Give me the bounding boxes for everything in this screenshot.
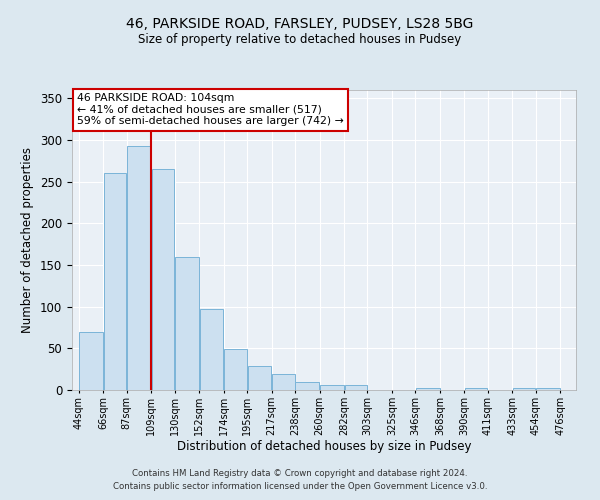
Bar: [127, 146, 151, 390]
Bar: [175, 256, 199, 390]
Bar: [295, 382, 319, 390]
X-axis label: Distribution of detached houses by size in Pudsey: Distribution of detached houses by size …: [177, 440, 471, 454]
Bar: [513, 388, 535, 390]
Bar: [248, 366, 271, 390]
Bar: [320, 385, 344, 390]
Text: 46, PARKSIDE ROAD, FARSLEY, PUDSEY, LS28 5BG: 46, PARKSIDE ROAD, FARSLEY, PUDSEY, LS28…: [127, 18, 473, 32]
Bar: [224, 349, 247, 390]
Text: Contains public sector information licensed under the Open Government Licence v3: Contains public sector information licen…: [113, 482, 487, 491]
Bar: [200, 309, 223, 390]
Bar: [344, 385, 367, 390]
Bar: [104, 174, 126, 390]
Bar: [272, 374, 295, 390]
Bar: [152, 169, 174, 390]
Bar: [465, 388, 487, 390]
Text: 46 PARKSIDE ROAD: 104sqm
← 41% of detached houses are smaller (517)
59% of semi-: 46 PARKSIDE ROAD: 104sqm ← 41% of detach…: [77, 93, 344, 126]
Bar: [79, 332, 103, 390]
Text: Contains HM Land Registry data © Crown copyright and database right 2024.: Contains HM Land Registry data © Crown c…: [132, 468, 468, 477]
Text: Size of property relative to detached houses in Pudsey: Size of property relative to detached ho…: [139, 32, 461, 46]
Bar: [536, 388, 560, 390]
Bar: [416, 388, 440, 390]
Y-axis label: Number of detached properties: Number of detached properties: [22, 147, 34, 333]
